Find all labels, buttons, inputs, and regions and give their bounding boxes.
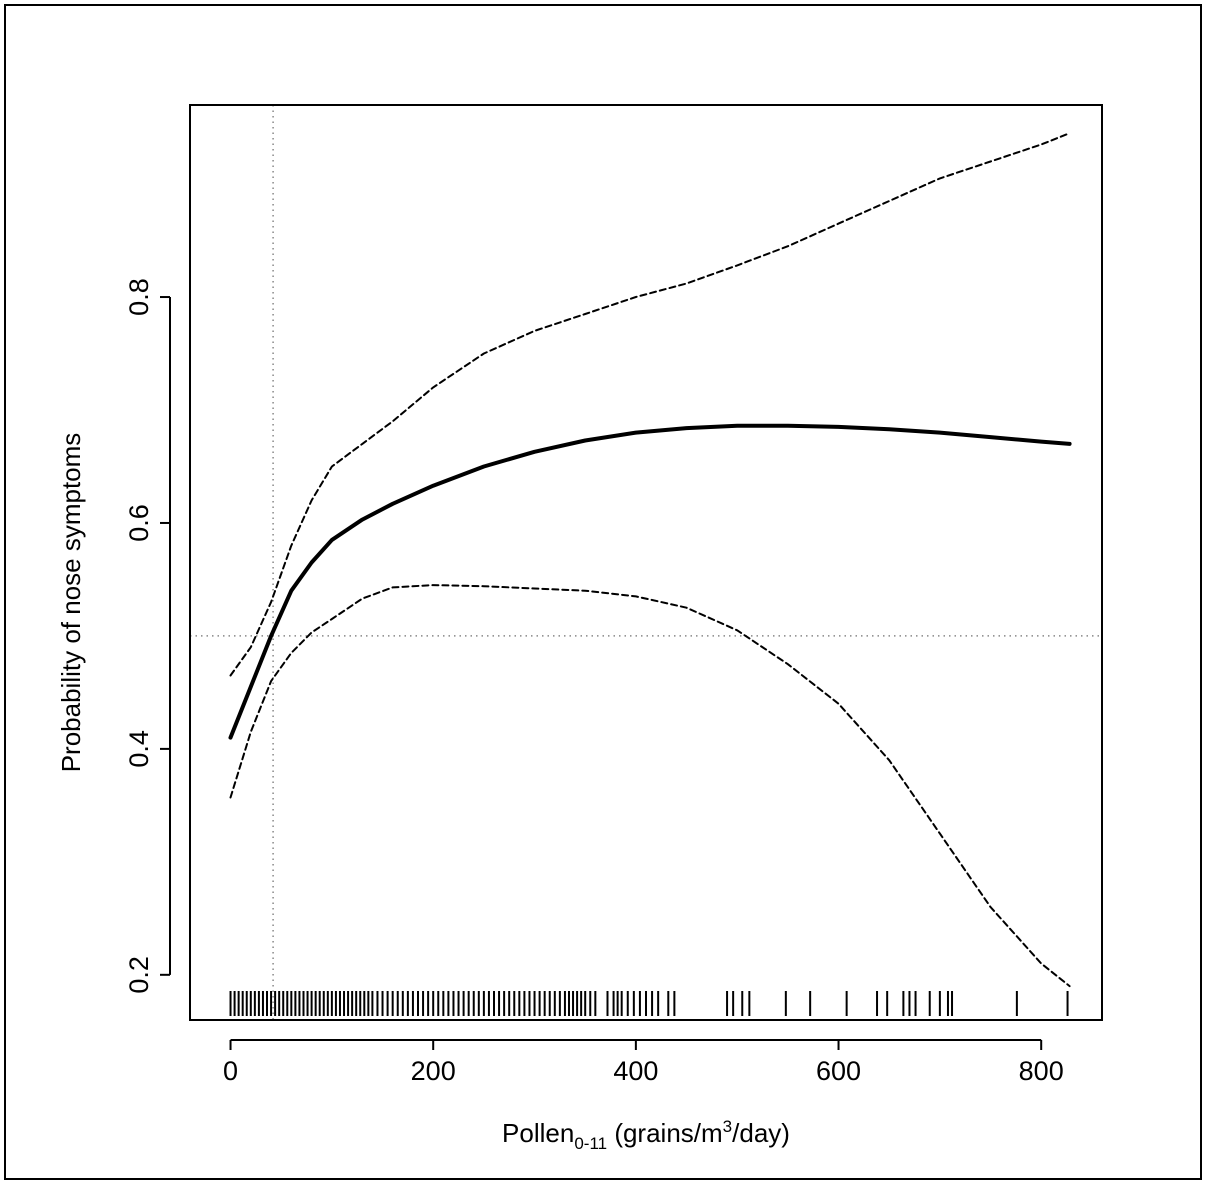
x-axis-label-superscript: 3 <box>723 1117 732 1136</box>
plot-area-border <box>189 104 1103 1021</box>
x-tick-label: 800 <box>1019 1056 1064 1086</box>
x-axis-label-main: Pollen <box>502 1118 574 1148</box>
x-axis-label-unit-end: /day) <box>732 1118 790 1148</box>
y-tick-label: 0.2 <box>124 956 154 994</box>
x-axis-label-unit: (grains/m <box>607 1118 723 1148</box>
reference-lines <box>190 105 1102 1020</box>
y-tick-label: 0.6 <box>124 504 154 542</box>
estimate-line <box>228 423 1072 740</box>
y-tick-label: 0.8 <box>124 278 154 316</box>
x-axis: 0 200 400 600 800 <box>223 1039 1064 1086</box>
series-group <box>228 132 1072 988</box>
x-axis-label: Pollen0-11 (grains/m3/day) <box>502 1117 790 1153</box>
y-axis: 0.2 0.4 0.6 0.8 <box>124 278 171 994</box>
rug-plot <box>229 991 1069 1016</box>
upper-ci-line <box>229 132 1071 677</box>
x-axis-label-subscript: 0-11 <box>574 1134 607 1153</box>
y-tick-label: 0.4 <box>124 730 154 768</box>
x-tick-label: 400 <box>613 1056 658 1086</box>
lower-ci-line <box>229 584 1071 988</box>
x-tick-label: 600 <box>816 1056 861 1086</box>
y-axis-label: Probability of nose symptoms <box>56 433 86 773</box>
x-tick-label: 0 <box>223 1056 238 1086</box>
x-tick-label: 200 <box>411 1056 456 1086</box>
